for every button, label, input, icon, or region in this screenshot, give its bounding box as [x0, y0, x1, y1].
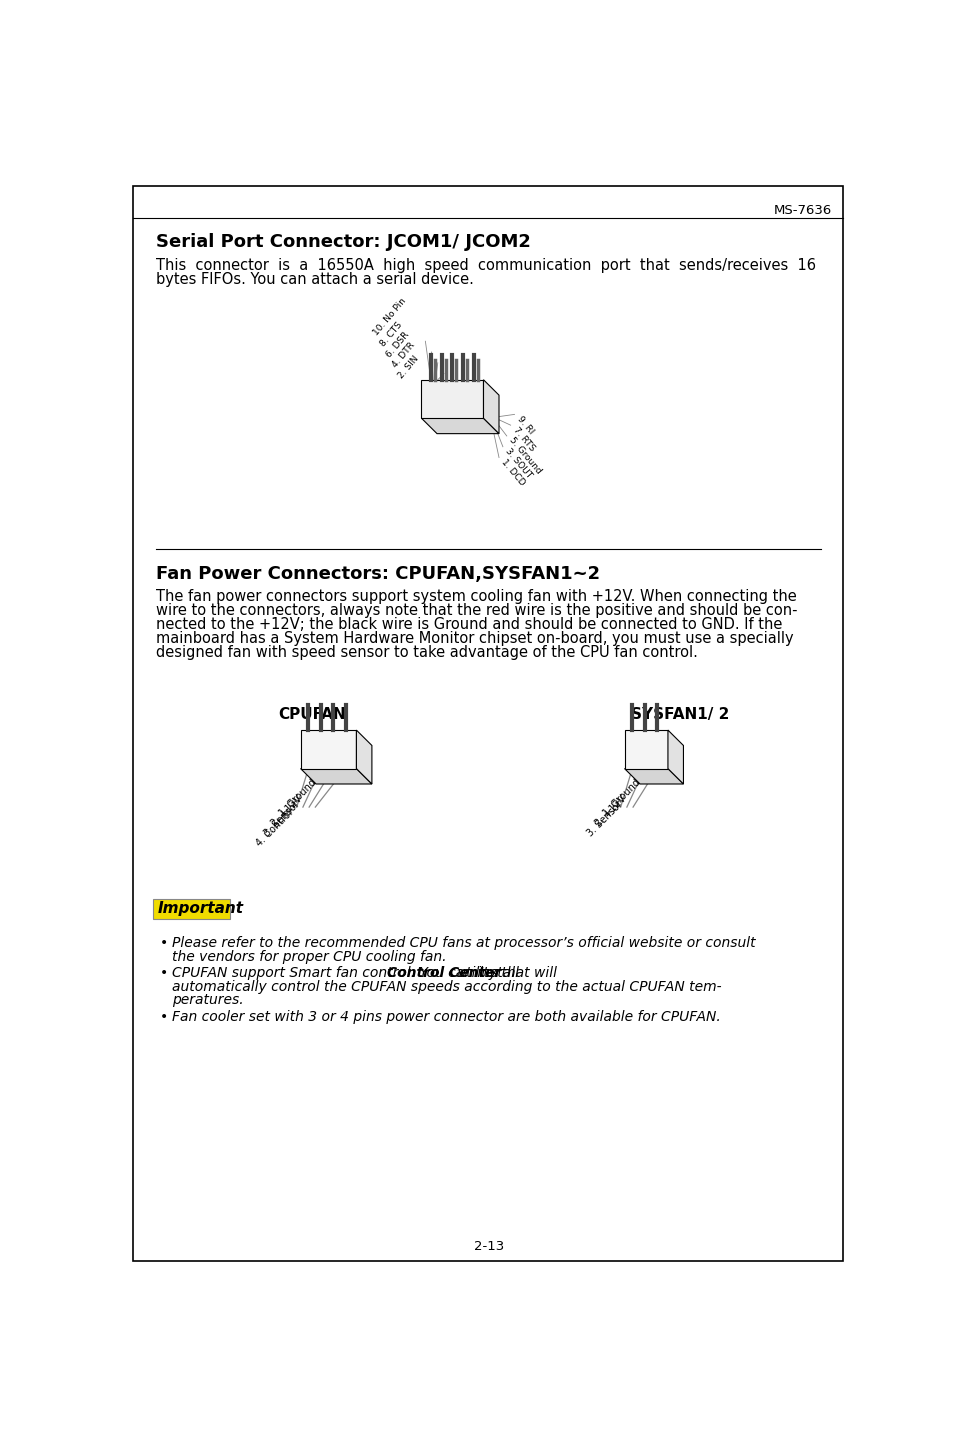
Text: 1. Ground: 1. Ground: [600, 778, 641, 818]
Text: designed fan with speed sensor to take advantage of the CPU fan control.: designed fan with speed sensor to take a…: [156, 644, 698, 660]
Text: Serial Port Connector: JCOM1/ JCOM2: Serial Port Connector: JCOM1/ JCOM2: [156, 233, 531, 252]
Text: the vendors for proper CPU cooling fan.: the vendors for proper CPU cooling fan.: [172, 949, 446, 964]
Text: CPUFAN: CPUFAN: [278, 707, 346, 722]
Text: •: •: [159, 1010, 168, 1024]
Text: 3. SOUT: 3. SOUT: [503, 447, 534, 480]
Text: 2. +12V: 2. +12V: [270, 793, 304, 828]
Text: Important: Important: [158, 901, 244, 916]
Text: utility that will: utility that will: [453, 967, 557, 981]
Text: MS-7636: MS-7636: [773, 205, 831, 218]
Text: 3. Sensor: 3. Sensor: [585, 799, 624, 838]
Text: Fan Power Connectors: CPUFAN,SYSFAN1~2: Fan Power Connectors: CPUFAN,SYSFAN1~2: [156, 564, 600, 583]
Text: Fan cooler set with 3 or 4 pins power connector are both available for CPUFAN.: Fan cooler set with 3 or 4 pins power co…: [172, 1010, 720, 1024]
Polygon shape: [300, 769, 372, 783]
Text: Control Center: Control Center: [387, 967, 501, 981]
Text: SYSFAN1/ 2: SYSFAN1/ 2: [630, 707, 728, 722]
Polygon shape: [624, 730, 667, 769]
Text: 1. DCD: 1. DCD: [499, 457, 526, 487]
Text: The fan power connectors support system cooling fan with +12V. When connecting t: The fan power connectors support system …: [156, 589, 797, 604]
Text: 2-13: 2-13: [474, 1240, 503, 1253]
Text: 4. Control: 4. Control: [253, 808, 294, 848]
Text: 6. DSR: 6. DSR: [384, 329, 411, 359]
Text: 8. CTS: 8. CTS: [377, 321, 403, 348]
Polygon shape: [624, 769, 682, 783]
Text: 4. DTR: 4. DTR: [390, 341, 416, 369]
Text: CPUFAN support Smart fan control. You can install: CPUFAN support Smart fan control. You ca…: [172, 967, 523, 981]
Text: 7. RTS: 7. RTS: [511, 425, 536, 453]
Text: 5. Ground: 5. Ground: [507, 435, 542, 475]
Text: bytes FIFOs. You can attach a serial device.: bytes FIFOs. You can attach a serial dev…: [156, 272, 474, 286]
FancyBboxPatch shape: [152, 899, 230, 919]
Text: wire to the connectors, always note that the red wire is the positive and should: wire to the connectors, always note that…: [156, 603, 797, 619]
Text: nected to the +12V; the black wire is Ground and should be connected to GND. If : nected to the +12V; the black wire is Gr…: [156, 617, 782, 632]
Text: 3. Sensor: 3. Sensor: [261, 799, 301, 838]
Polygon shape: [300, 730, 356, 769]
Text: mainboard has a System Hardware Monitor chipset on-board, you must use a special: mainboard has a System Hardware Monitor …: [156, 630, 793, 646]
Polygon shape: [421, 418, 498, 434]
Text: automatically control the CPUFAN speeds according to the actual CPUFAN tem-: automatically control the CPUFAN speeds …: [172, 979, 720, 994]
Text: Please refer to the recommended CPU fans at processor’s official website or cons: Please refer to the recommended CPU fans…: [172, 937, 755, 951]
Text: 9. RI: 9. RI: [515, 414, 535, 435]
Text: peratures.: peratures.: [172, 992, 243, 1007]
Polygon shape: [356, 730, 372, 783]
Polygon shape: [667, 730, 682, 783]
Polygon shape: [483, 379, 498, 434]
Polygon shape: [421, 379, 483, 418]
Text: This  connector  is  a  16550A  high  speed  communication  port  that  sends/re: This connector is a 16550A high speed co…: [156, 258, 816, 274]
Text: 10. No Pin: 10. No Pin: [372, 296, 408, 338]
Text: •: •: [159, 937, 168, 951]
Text: •: •: [159, 967, 168, 981]
Text: 1. Ground: 1. Ground: [277, 778, 318, 818]
Text: 2. SIN: 2. SIN: [396, 355, 420, 381]
Text: 2. +12V: 2. +12V: [593, 793, 628, 828]
